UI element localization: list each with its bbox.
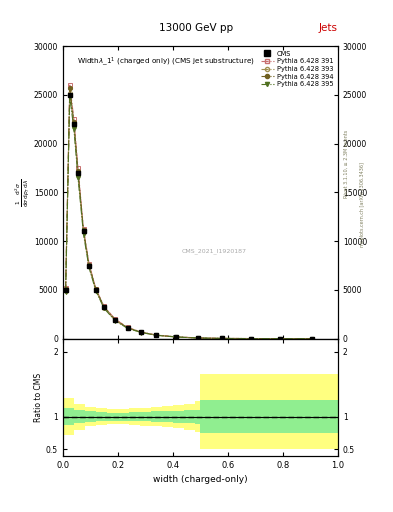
Text: CMS_2021_I1920187: CMS_2021_I1920187 <box>182 248 247 254</box>
Text: mcplots.cern.ch [arXiv:1306.3436]: mcplots.cern.ch [arXiv:1306.3436] <box>360 162 365 247</box>
X-axis label: width (charged-only): width (charged-only) <box>153 475 248 484</box>
Y-axis label: Ratio to CMS: Ratio to CMS <box>34 373 43 422</box>
Text: Width$\lambda\_1^1$ (charged only) (CMS jet substructure): Width$\lambda\_1^1$ (charged only) (CMS … <box>77 55 254 68</box>
Legend: CMS, Pythia 6.428 391, Pythia 6.428 393, Pythia 6.428 394, Pythia 6.428 395: CMS, Pythia 6.428 391, Pythia 6.428 393,… <box>259 50 335 89</box>
Text: Jets: Jets <box>319 23 338 33</box>
Text: Rivet 3.1.10, ≥ 2.3M events: Rivet 3.1.10, ≥ 2.3M events <box>344 130 349 198</box>
Text: 13000 GeV pp: 13000 GeV pp <box>160 23 233 33</box>
Y-axis label: $\frac{1}{\mathrm{d}\sigma}\frac{\mathrm{d}^2\sigma}{\mathrm{d}p_T\,\mathrm{d}\l: $\frac{1}{\mathrm{d}\sigma}\frac{\mathrm… <box>14 178 32 207</box>
